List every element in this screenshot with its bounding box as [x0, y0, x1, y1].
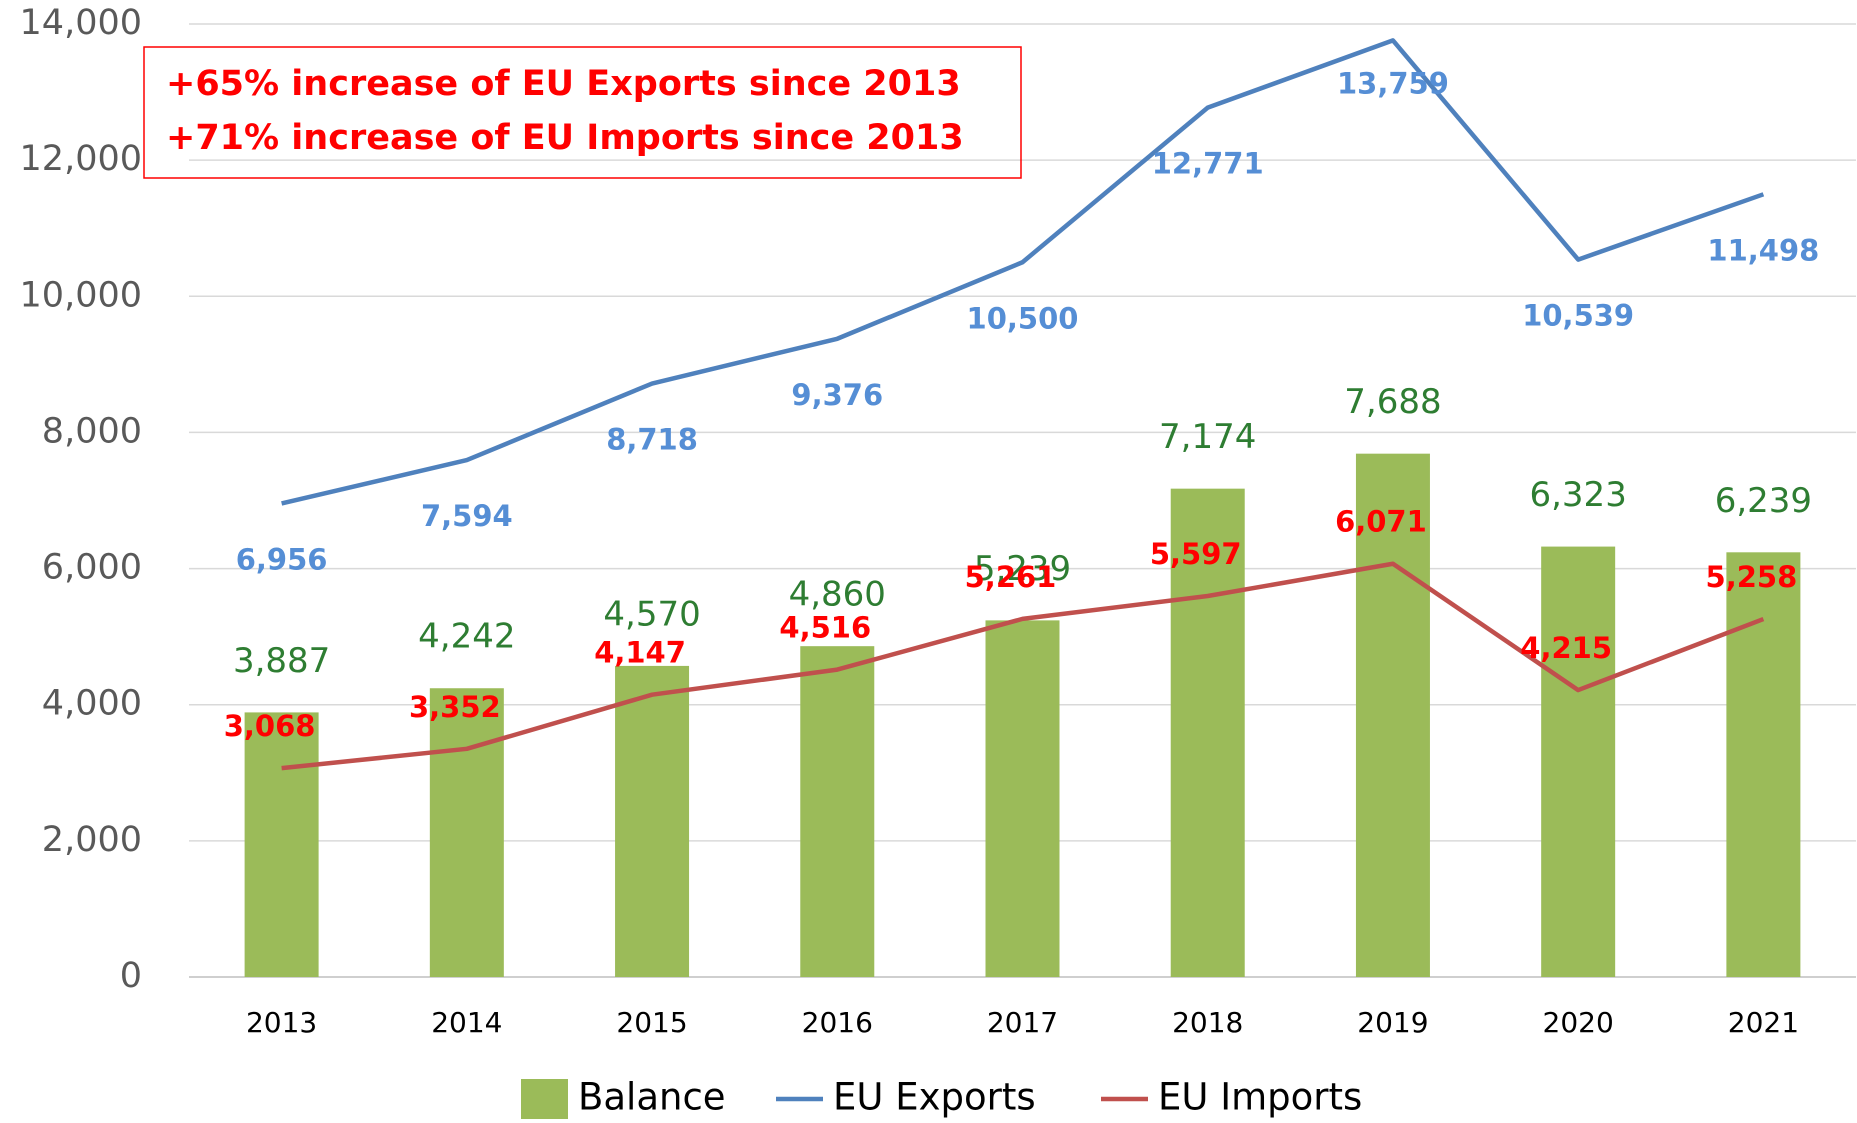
data-label: 7,594 [421, 499, 513, 533]
x-tick-label: 2015 [616, 1006, 687, 1039]
annotation: +65% increase of EU Exports since 2013 [166, 64, 961, 104]
bar [800, 646, 875, 977]
x-tick-label: 2016 [802, 1006, 873, 1039]
x-tick-label: 2013 [246, 1006, 317, 1039]
bar [985, 620, 1060, 977]
y-tick-label: 10,000 [20, 275, 142, 315]
x-tick-label: 2019 [1357, 1006, 1428, 1039]
y-tick-label: 12,000 [20, 139, 142, 179]
data-label: 8,718 [606, 423, 698, 457]
data-label: 5,261 [965, 560, 1057, 594]
bar [1170, 488, 1245, 977]
data-label: 13,759 [1337, 66, 1449, 100]
bar [1355, 453, 1430, 977]
legend-label: EU Imports [1158, 1076, 1362, 1119]
x-tick-label: 2017 [987, 1006, 1058, 1039]
x-tick-label: 2018 [1172, 1006, 1243, 1039]
data-label: 4,242 [418, 617, 515, 657]
bar [615, 665, 690, 977]
data-label: 6,323 [1529, 475, 1626, 515]
data-label: 5,239 [974, 549, 1071, 589]
data-label: 6,071 [1335, 505, 1427, 539]
y-tick-label: 14,000 [20, 3, 142, 43]
data-label: 5,597 [1150, 537, 1242, 571]
data-label: 10,539 [1522, 299, 1634, 333]
bar [429, 688, 504, 977]
data-label: 4,147 [594, 636, 686, 670]
data-label: 3,068 [224, 709, 316, 743]
data-label: 3,352 [409, 690, 501, 724]
line [281, 38, 1765, 506]
data-label: 4,516 [779, 611, 871, 645]
data-label: 6,956 [236, 542, 328, 576]
bar [1726, 552, 1801, 977]
line [281, 561, 1765, 771]
legend-label: Balance [578, 1076, 726, 1119]
y-tick-label: 0 [120, 956, 142, 996]
bar [1541, 546, 1616, 977]
y-tick-label: 8,000 [42, 411, 142, 451]
data-label: 12,771 [1152, 147, 1264, 181]
data-label: 7,688 [1344, 382, 1441, 422]
x-tick-label: 2021 [1728, 1006, 1799, 1039]
annotation: +71% increase of EU Imports since 2013 [166, 118, 964, 158]
data-label: 7,174 [1159, 417, 1256, 457]
data-label: 4,860 [789, 575, 886, 615]
y-tick-label: 4,000 [42, 684, 142, 724]
legend-label: EU Exports [833, 1076, 1036, 1119]
bar [244, 712, 319, 977]
y-tick-label: 6,000 [42, 548, 142, 588]
y-tick-label: 2,000 [42, 820, 142, 860]
legend-swatch [521, 1079, 568, 1119]
data-label: 6,239 [1715, 481, 1812, 521]
data-label: 9,376 [791, 378, 883, 412]
data-label: 3,887 [233, 641, 330, 681]
data-label: 4,570 [603, 594, 700, 634]
x-tick-label: 2014 [431, 1006, 502, 1039]
data-label: 4,215 [1520, 631, 1612, 665]
annotation-box [143, 46, 1022, 179]
x-tick-label: 2020 [1543, 1006, 1614, 1039]
data-label: 5,258 [1706, 560, 1798, 594]
data-label: 10,500 [967, 301, 1079, 335]
data-label: 11,498 [1707, 233, 1819, 267]
